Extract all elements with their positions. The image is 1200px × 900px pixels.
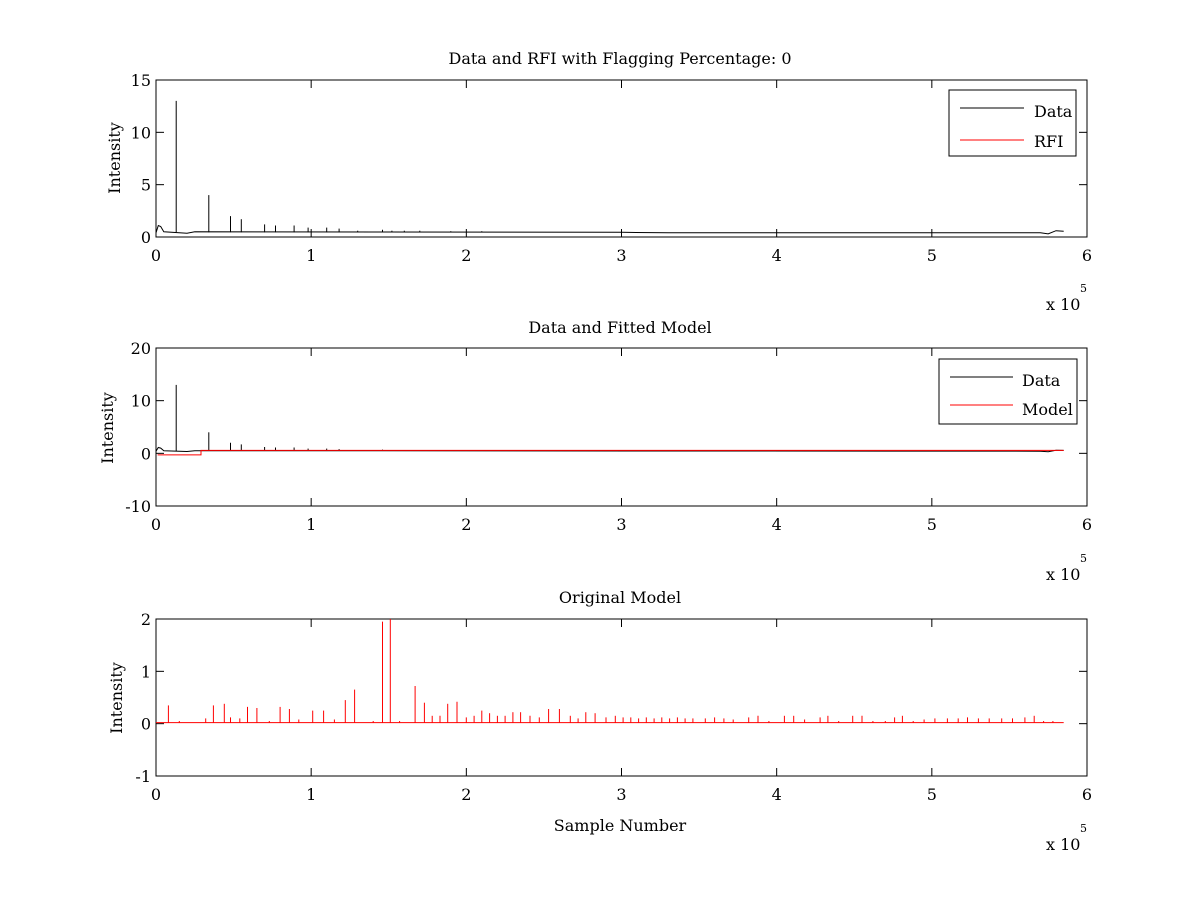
y-tick-label: 0: [141, 444, 151, 463]
y-tick-label: 0: [141, 715, 151, 734]
legend-box: [938, 358, 1078, 425]
y-axis-label: Intensity: [98, 392, 117, 464]
y-tick-label: 0: [141, 228, 151, 247]
x-tick-label: 4: [772, 785, 782, 804]
x-tick-label: 4: [772, 515, 782, 534]
legend: Data Model: [938, 358, 1078, 425]
series-line-data: [155, 446, 1064, 453]
x-exponent-power: 5: [1080, 822, 1087, 835]
y-tick-label: -1: [135, 767, 151, 786]
legend-label-model: Model: [1022, 400, 1073, 419]
x-tick-label: 1: [306, 246, 316, 265]
plot-area: [155, 618, 1088, 777]
x-tick-label: 0: [151, 246, 161, 265]
y-tick-label: 5: [141, 176, 151, 195]
axes-fitted-model: Data and Fitted Model Intensity 0 1 2 3 4 5 6 -…: [98, 318, 1092, 584]
series-group: [155, 100, 1064, 235]
x-tick-label: 4: [772, 246, 782, 265]
x-tick-label: 3: [616, 246, 626, 265]
x-tick-label: 5: [927, 246, 937, 265]
y-axis-label: Intensity: [105, 122, 124, 194]
x-tick-label: 2: [461, 246, 471, 265]
x-tick-label: 5: [927, 515, 937, 534]
tick-group: 0 1 2 3 4 5 6 0 5 10 15: [131, 71, 1092, 265]
x-tick-label: 1: [306, 785, 316, 804]
x-tick-label: 2: [461, 515, 471, 534]
x-tick-label: 0: [151, 515, 161, 534]
series-line-data: [155, 224, 1064, 235]
x-exponent-label: x 10: [1046, 295, 1080, 314]
series-group: [156, 619, 1064, 724]
legend-label-data: Data: [1034, 102, 1073, 121]
y-axis-label: Intensity: [107, 662, 126, 734]
x-tick-label: 0: [151, 785, 161, 804]
plot-area: [155, 79, 1088, 238]
x-tick-label: 6: [1082, 515, 1092, 534]
y-tick-label: 1: [141, 662, 151, 681]
x-tick-label: 3: [616, 785, 626, 804]
chart-title: Data and RFI with Flagging Percentage: 0: [448, 49, 791, 68]
y-tick-label: 10: [131, 392, 151, 411]
y-tick-label: 20: [131, 339, 151, 358]
plot-area: [155, 347, 1088, 507]
y-tick-label: 10: [131, 123, 151, 142]
y-tick-label: 15: [131, 71, 151, 90]
x-tick-label: 5: [927, 785, 937, 804]
x-tick-label: 3: [616, 515, 626, 534]
legend-label-rfi: RFI: [1034, 132, 1063, 151]
legend: Data RFI: [948, 89, 1077, 157]
chart-title: Data and Fitted Model: [528, 318, 711, 337]
series-group: [155, 384, 1064, 456]
x-tick-label: 2: [461, 785, 471, 804]
axes-rfi: Data and RFI with Flagging Percentage: 0…: [105, 49, 1092, 314]
x-exponent-label: x 10: [1046, 565, 1080, 584]
x-tick-label: 6: [1082, 246, 1092, 265]
legend-box: [948, 89, 1077, 157]
legend-label-data: Data: [1022, 371, 1061, 390]
chart-title: Original Model: [559, 588, 681, 607]
x-tick-label: 1: [306, 515, 316, 534]
x-exponent-power: 5: [1080, 552, 1087, 565]
x-tick-label: 6: [1082, 785, 1092, 804]
x-axis-label: Sample Number: [554, 816, 687, 835]
series-line-model: [157, 449, 1064, 456]
y-tick-label: -10: [125, 497, 151, 516]
y-tick-label: 2: [141, 610, 151, 629]
x-exponent-label: x 10: [1046, 835, 1080, 854]
x-exponent-power: 5: [1080, 282, 1087, 295]
